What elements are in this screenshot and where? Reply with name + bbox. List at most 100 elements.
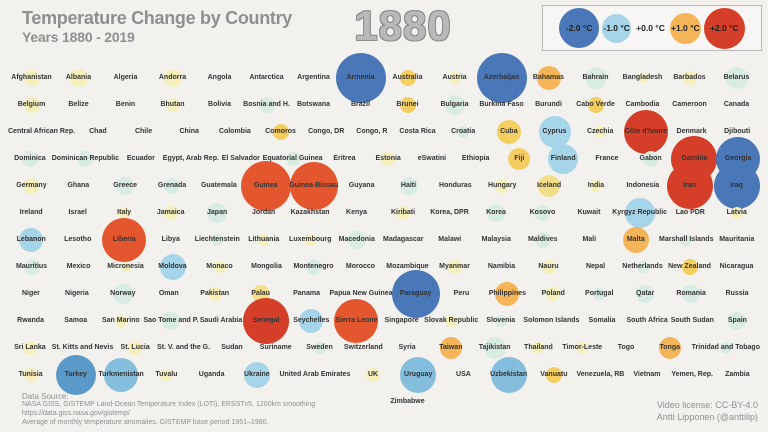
country-label: Armenia — [346, 74, 375, 81]
country-cell: Spain — [715, 307, 760, 334]
country-cell: Fiji — [498, 145, 542, 172]
country-label: Somalia — [588, 317, 616, 324]
country-cell: Yemen, Rep. — [670, 361, 715, 388]
country-label: South Sudan — [670, 317, 714, 324]
country-label: Mali — [582, 236, 597, 243]
country-cell: South Africa — [625, 307, 670, 334]
country-label: Germany — [16, 182, 47, 189]
country-label: Sierra Leone — [335, 317, 378, 324]
country-cell: Venezuela, RB — [576, 361, 624, 388]
country-label: Cabo Verde — [576, 101, 615, 108]
temp-anomaly-circle — [682, 70, 697, 85]
country-label: Afghanistan — [11, 74, 52, 81]
temp-anomaly-circle — [23, 258, 40, 275]
country-cell: Kiribati — [380, 199, 426, 226]
country-label: Cambodia — [625, 101, 660, 108]
country-label: Bolivia — [208, 101, 231, 108]
country-cell: Mauritius — [8, 253, 55, 280]
country-label: Senegal — [252, 317, 280, 324]
country-label: Belgium — [17, 101, 46, 108]
country-label: Solomon Islands — [523, 317, 580, 324]
country-cell: Guinea-Bissau — [289, 161, 338, 210]
country-label: Finland — [550, 155, 576, 162]
country-label: Luxembourg — [289, 236, 332, 243]
country-label: Burkina Faso — [479, 101, 524, 108]
country-label: Myanmar — [439, 263, 470, 270]
country-cell: Zimbabwe — [384, 388, 431, 415]
country-label: Kuwait — [577, 209, 601, 216]
country-label: Iraq — [730, 182, 743, 189]
country-label: Japan — [207, 209, 228, 216]
country-label: Timor-Leste — [562, 344, 603, 351]
country-cell: Côte d'Ivoire — [623, 109, 669, 154]
legend-item: -1.0 °C — [602, 13, 632, 43]
country-label: Dominica — [14, 155, 46, 162]
country-cell: Slovenia — [478, 307, 523, 334]
country-cell: Suriname — [254, 334, 298, 361]
country-cell: Guinea — [240, 160, 291, 211]
grid-row: Zimbabwe — [8, 388, 760, 415]
country-label: Tajikistan — [478, 344, 511, 351]
country-label: Estonia — [375, 155, 401, 162]
country-cell: Peru — [438, 280, 484, 307]
temp-anomaly-circle — [22, 340, 37, 355]
country-cell: Malta — [613, 226, 660, 253]
country-cell: Botswana — [290, 91, 337, 118]
temp-anomaly-circle — [730, 206, 743, 219]
temp-anomaly-circle — [594, 125, 607, 138]
grid-row: Belgium Belize Benin Bhutan Bolivia Bosnia an… — [8, 91, 760, 118]
country-label: Denmark — [676, 128, 707, 135]
country-cell: Latvia — [714, 199, 760, 226]
country-cell: Poland — [530, 280, 576, 307]
country-cell: Argentina — [290, 64, 337, 91]
country-label: Gambia — [681, 155, 708, 162]
country-cell: Grenada — [149, 172, 196, 199]
legend-item: +0.0 °C — [634, 23, 667, 33]
temp-anomaly-circle — [495, 178, 510, 193]
country-label: Iceland — [537, 182, 562, 189]
country-cell: Switzerland — [341, 334, 385, 361]
country-label: Montenegro — [293, 263, 334, 270]
country-label: Fiji — [514, 155, 525, 162]
country-label: Gabon — [639, 155, 662, 162]
country-label: Uganda — [198, 371, 225, 378]
country-label: Cuba — [500, 128, 518, 135]
country-label: Slovenia — [486, 317, 516, 324]
country-cell: Denmark — [669, 118, 715, 145]
country-label: Lao PDR — [675, 209, 705, 216]
country-label: Venezuela, RB — [576, 371, 625, 378]
country-cell: Hungary — [479, 172, 526, 199]
year-display: 1880 — [354, 2, 452, 49]
temp-anomaly-circle — [163, 205, 178, 220]
temp-anomaly-circle — [483, 336, 506, 359]
temp-anomaly-circle — [399, 176, 418, 195]
country-label: Central African Rep. — [8, 128, 76, 135]
country-cell: Paraguay — [391, 269, 440, 318]
temp-anomaly-circle — [213, 260, 226, 273]
country-cell: Germany — [8, 172, 55, 199]
legend-label: +2.0 °C — [710, 23, 739, 33]
temp-anomaly-circle — [240, 160, 291, 211]
temp-anomaly-circle — [313, 341, 326, 354]
country-cell: Somalia — [579, 307, 624, 334]
country-cell: Mauritania — [713, 226, 760, 253]
country-label: Barbados — [673, 74, 706, 81]
country-cell: Ireland — [8, 199, 54, 226]
country-cell: Philippines — [484, 280, 530, 307]
country-label: Mauritius — [15, 263, 48, 270]
country-label: Trinidad and Tobago — [691, 344, 760, 351]
country-label: Belize — [68, 101, 89, 108]
country-cell: Marshall Islands — [659, 226, 713, 253]
country-cell: Antarctica — [243, 64, 290, 91]
country-cell: Timor-Leste — [560, 334, 604, 361]
grid-row: Central African Rep. Chad Chile China Colomb… — [8, 109, 760, 154]
country-label: Papua New Guinea — [329, 290, 393, 297]
country-cell: Liechtenstein — [194, 226, 241, 253]
country-label: Albania — [65, 74, 92, 81]
temp-anomaly-circle — [299, 308, 324, 333]
country-cell: Australia — [384, 64, 431, 91]
temp-anomaly-circle — [399, 96, 416, 113]
country-cell: Madagascar — [380, 226, 427, 253]
country-cell — [337, 388, 384, 415]
country-cell: Djibouti — [714, 118, 760, 145]
